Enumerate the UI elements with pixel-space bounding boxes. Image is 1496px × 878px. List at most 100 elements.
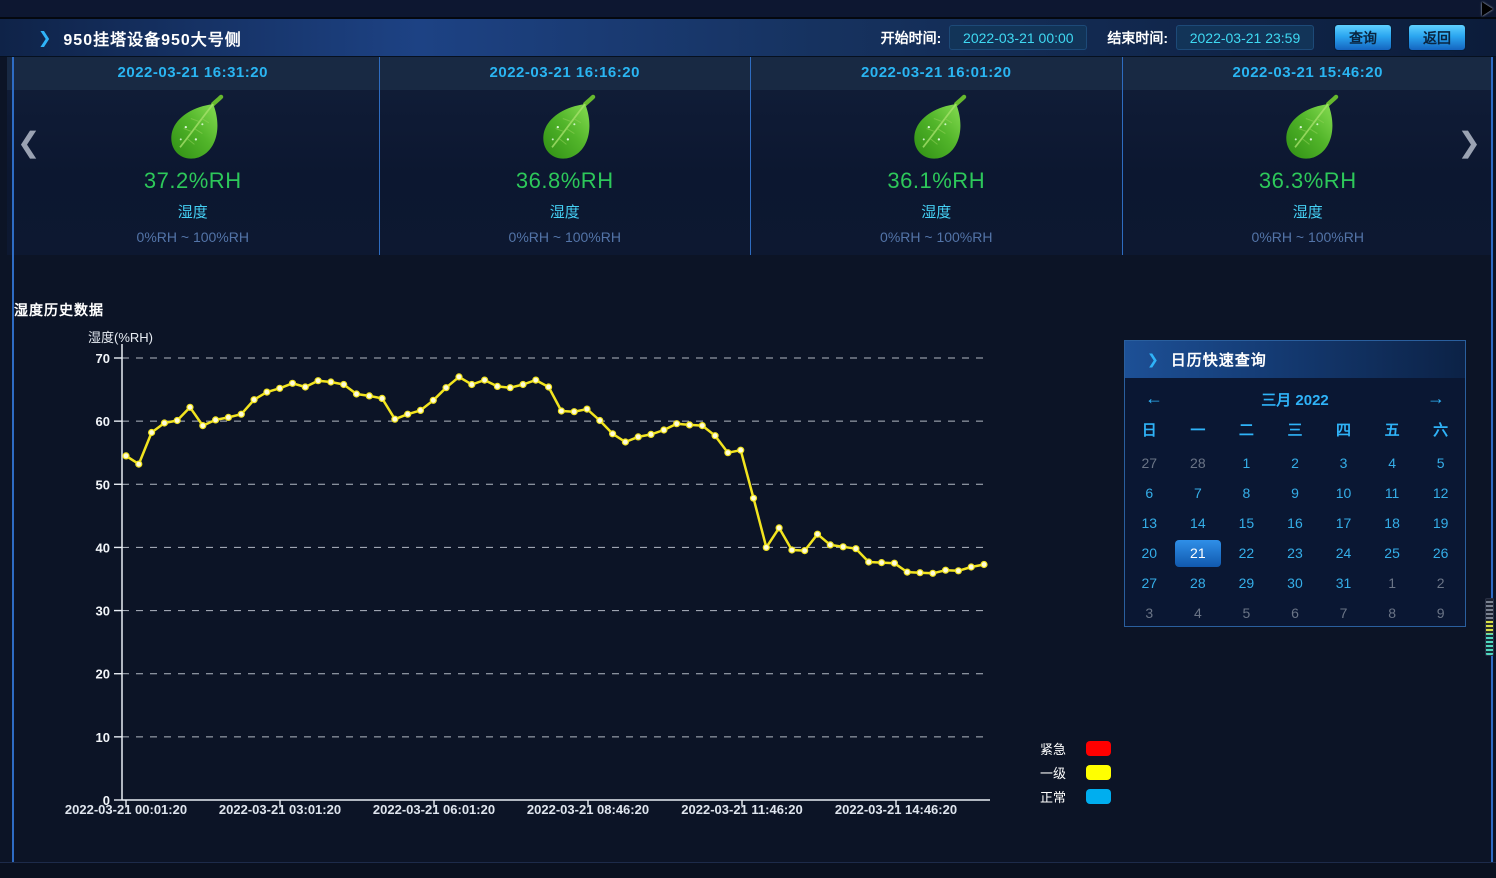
data-point — [327, 378, 335, 386]
page-title: 950挂塔设备950大号侧 — [63, 31, 242, 49]
sensor-timestamp: 2022-03-21 16:01:20 — [861, 64, 1012, 81]
y-tick-label: 30 — [96, 604, 110, 619]
vertical-scrollbar-thumb[interactable] — [1485, 598, 1494, 656]
sensor-carousel: 2022-03-21 16:31:20 37.2%RH 湿度 0%RH ~ 10… — [7, 57, 1493, 255]
calendar-day[interactable]: 9 — [1436, 605, 1445, 621]
query-button[interactable]: 查询 — [1334, 24, 1392, 51]
calendar-day[interactable]: 2 — [1291, 455, 1299, 471]
calendar-day[interactable]: 27 — [1141, 575, 1158, 591]
carousel-next-icon[interactable]: ❯ — [1457, 127, 1481, 158]
data-point — [877, 559, 886, 567]
data-point — [711, 432, 719, 440]
calendar-next-month-icon[interactable]: → — [1427, 388, 1445, 408]
calendar-day[interactable]: 30 — [1287, 575, 1303, 591]
data-point — [237, 410, 245, 418]
calendar-day[interactable]: 3 — [1339, 455, 1348, 471]
calendar-day[interactable]: 25 — [1384, 545, 1400, 561]
calendar-day[interactable]: 1 — [1388, 575, 1396, 591]
calendar-day[interactable]: 6 — [1145, 485, 1154, 501]
calendar-day[interactable]: 31 — [1335, 575, 1352, 591]
calendar-title: 日历快速查询 — [1170, 352, 1267, 369]
header-bar: ❯ 950挂塔设备950大号侧 开始时间: 结束时间: 查询 返回 — [0, 19, 1496, 57]
calendar-day[interactable]: 13 — [1141, 515, 1158, 531]
y-axis-title: 湿度(%RH) — [88, 330, 153, 345]
calendar-day[interactable]: 3 — [1145, 605, 1154, 621]
data-point — [416, 406, 425, 415]
calendar-day[interactable]: 20 — [1141, 545, 1158, 561]
humidity-label: 湿度 — [549, 204, 580, 221]
data-point — [621, 438, 630, 446]
humidity-history-chart: 湿度(%RH) 0 10 20 30 40 50 60 70 2022-03-21 00:01:2… — [65, 330, 990, 817]
calendar-prev-month-icon[interactable]: ← — [1145, 388, 1163, 408]
calendar-day[interactable]: 27 — [1141, 455, 1158, 471]
carousel-prev-icon[interactable]: ❮ — [17, 127, 41, 158]
calendar-day[interactable]: 19 — [1432, 515, 1449, 531]
calendar-day[interactable]: 14 — [1190, 515, 1206, 531]
data-point — [749, 494, 758, 502]
calendar-day[interactable]: 12 — [1432, 485, 1449, 501]
calendar-day[interactable]: 26 — [1432, 545, 1449, 561]
data-point — [544, 383, 553, 391]
calendar-day[interactable]: 2 — [1436, 575, 1445, 591]
calendar-day[interactable]: 8 — [1242, 485, 1251, 501]
legend-swatch-urgent — [1086, 740, 1111, 756]
calendar-day[interactable]: 5 — [1436, 455, 1445, 471]
legend-label-normal: 正常 — [1040, 789, 1067, 805]
legend-label-level1: 一级 — [1040, 765, 1067, 781]
data-point — [148, 428, 156, 437]
y-tick-label: 0 — [103, 793, 110, 808]
start-time-input[interactable] — [949, 25, 1088, 50]
calendar-day[interactable]: 4 — [1388, 455, 1396, 471]
back-button[interactable]: 返回 — [1408, 24, 1466, 51]
calendar-day[interactable]: 7 — [1339, 605, 1348, 621]
sensor-timestamp: 2022-03-21 15:46:20 — [1232, 64, 1383, 81]
calendar-day[interactable]: 10 — [1335, 485, 1352, 501]
calendar-day[interactable]: 15 — [1238, 515, 1255, 531]
calendar-weekday: 二 — [1238, 422, 1254, 439]
calendar-day[interactable]: 24 — [1335, 545, 1352, 561]
calendar-day[interactable]: 28 — [1190, 575, 1206, 591]
leaf-icon — [171, 94, 223, 159]
calendar-day[interactable]: 6 — [1291, 605, 1299, 621]
humidity-value: 36.1%RH — [887, 168, 986, 193]
calendar-weekday: 六 — [1433, 422, 1449, 439]
sensor-card: 2022-03-21 16:31:20 37.2%RH 湿度 0%RH ~ 10… — [7, 57, 379, 255]
humidity-range: 0%RH ~ 100%RH — [880, 229, 993, 245]
data-point — [890, 559, 899, 567]
data-point — [301, 383, 309, 391]
calendar-day[interactable]: 23 — [1287, 545, 1303, 561]
humidity-label: 湿度 — [921, 204, 952, 221]
leaf-icon — [914, 94, 967, 159]
calendar-day[interactable]: 28 — [1190, 455, 1206, 471]
calendar-day[interactable]: 7 — [1193, 485, 1202, 501]
calendar-day[interactable]: 11 — [1384, 485, 1400, 501]
data-point — [865, 558, 873, 566]
calendar-title-chevron-icon: ❯ — [1147, 351, 1159, 367]
calendar-day[interactable]: 18 — [1384, 515, 1400, 531]
calendar-day[interactable]: 8 — [1388, 605, 1396, 621]
calendar-day-selected[interactable]: 21 — [1174, 538, 1223, 568]
calendar-day[interactable]: 4 — [1193, 605, 1202, 621]
data-point — [250, 396, 258, 404]
calendar-day[interactable]: 17 — [1335, 515, 1352, 531]
legend-swatch-normal — [1086, 788, 1111, 804]
data-point — [404, 410, 412, 418]
collapse-panel-arrow-icon[interactable] — [1482, 2, 1493, 16]
data-point — [429, 396, 437, 404]
data-point — [967, 563, 975, 571]
data-point — [570, 408, 578, 416]
calendar-day[interactable]: 5 — [1242, 605, 1251, 621]
calendar-day[interactable]: 9 — [1291, 485, 1299, 501]
calendar-day[interactable]: 29 — [1238, 575, 1255, 591]
calendar-day[interactable]: 22 — [1238, 545, 1255, 561]
data-point — [916, 569, 924, 577]
humidity-value: 36.8%RH — [515, 168, 614, 193]
data-point — [173, 416, 181, 425]
calendar-weekday: 一 — [1190, 422, 1206, 439]
data-point — [288, 379, 297, 387]
end-time-input[interactable] — [1176, 25, 1314, 50]
calendar-day[interactable]: 1 — [1242, 455, 1251, 471]
calendar-day[interactable]: 16 — [1287, 515, 1303, 531]
title-chevron-icon: ❯ — [38, 29, 52, 47]
